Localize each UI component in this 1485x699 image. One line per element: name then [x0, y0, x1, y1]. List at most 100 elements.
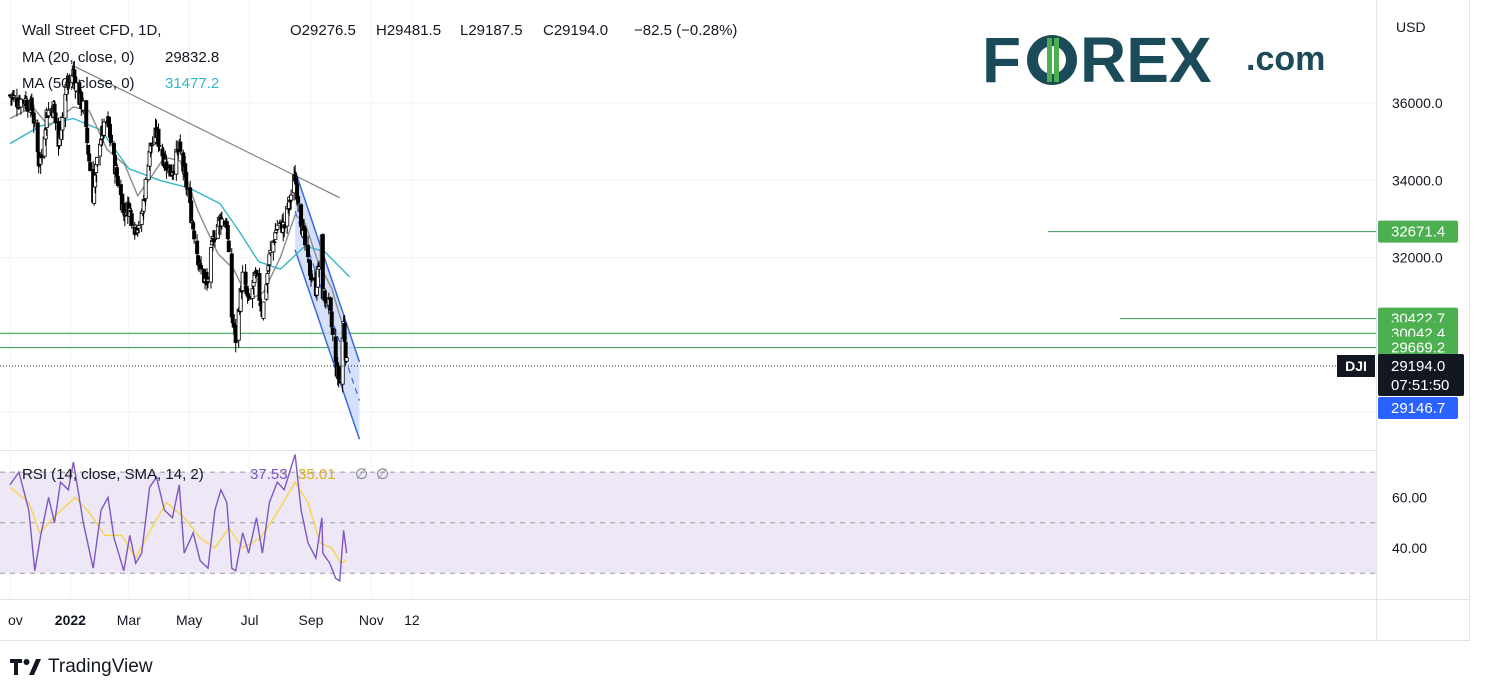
time-axis[interactable]: ov 2022 Mar May Jul Sep Nov 12	[8, 612, 420, 628]
candle-down	[88, 162, 93, 172]
candle-down	[53, 112, 58, 124]
candle-down	[31, 112, 36, 124]
logo-coin-icon	[1027, 35, 1077, 85]
tradingview-logo-icon	[10, 659, 41, 675]
last-price-tag: 29194.0 07:51:50	[1378, 354, 1464, 396]
candle-down	[191, 222, 196, 230]
candle-down	[52, 103, 57, 113]
candle-up	[316, 266, 321, 270]
price-tick-label: 32000.0	[1392, 250, 1443, 266]
candle-down	[24, 99, 29, 109]
candle-up	[289, 194, 294, 201]
candle-up	[265, 273, 270, 284]
candle-up	[314, 286, 319, 296]
candle-down	[184, 171, 189, 188]
candle-down	[257, 272, 262, 301]
rsi-legend: RSI (14, close, SMA, 14, 2) 37.53 35.01 …	[22, 466, 389, 483]
logo-letter-f: F	[982, 24, 1021, 96]
ma20-label[interactable]: MA (20, close, 0)	[22, 49, 135, 66]
rsi-line	[9, 454, 348, 583]
price-tick-label: 34000.0	[1392, 172, 1443, 188]
channel-lower-line	[294, 249, 361, 440]
ma50-label[interactable]: MA (50, close, 0)	[22, 75, 135, 92]
candle-down	[121, 202, 126, 213]
candle-up	[208, 247, 213, 283]
candle-up	[102, 121, 107, 136]
rsi-axis[interactable]: 60.00 40.00	[1392, 489, 1427, 556]
candle-up	[43, 129, 48, 140]
candle-up	[135, 229, 140, 234]
time-tick-label: Jul	[241, 612, 259, 628]
channel-price-tag: 29146.7	[1378, 397, 1458, 419]
level-tag	[1378, 336, 1458, 359]
candle-down	[195, 240, 200, 255]
logo-letters-rex: REX	[1080, 24, 1212, 96]
candle-down	[85, 127, 90, 144]
ohlc-close: C29194.0	[543, 22, 608, 39]
ohlc-change: −82.5 (−0.28%)	[634, 22, 737, 39]
time-tick-label: Mar	[117, 612, 141, 628]
candle-up	[93, 174, 98, 188]
candle-down	[72, 69, 77, 77]
time-tick-label: Nov	[359, 612, 384, 628]
candle-up	[264, 284, 269, 300]
candle-down	[156, 128, 161, 147]
candle-down	[142, 199, 147, 201]
channel-price-value: 29146.7	[1391, 400, 1445, 417]
candle-up	[95, 156, 100, 166]
logo-suffix: .com	[1246, 40, 1325, 78]
candle-down	[225, 224, 230, 240]
level-tag	[1378, 220, 1458, 243]
ohlc-open: O29276.5	[290, 22, 356, 39]
right-edge	[1469, 0, 1470, 640]
channel-upper-line	[294, 170, 361, 363]
candle-up	[150, 143, 155, 146]
candle-up	[274, 229, 279, 233]
candle-down	[303, 228, 308, 246]
candle-up	[143, 178, 148, 199]
candle-down	[122, 214, 127, 217]
candle-down	[246, 296, 251, 298]
ma20-value: 29832.8	[165, 49, 219, 66]
rsi-ma-line	[9, 480, 347, 565]
candle-down	[115, 176, 120, 186]
candle-up	[44, 109, 49, 129]
ohlc-low: L29187.5	[460, 22, 523, 39]
candle-up	[136, 225, 141, 229]
bar-countdown: 07:51:50	[1391, 377, 1449, 394]
candle-up	[267, 253, 272, 266]
candle-up	[250, 288, 255, 299]
candle-up	[198, 262, 203, 265]
last-price-value: 29194.0	[1391, 358, 1445, 375]
rsi-ma-value: 35.01	[298, 466, 336, 483]
rsi-label[interactable]: RSI (14, close, SMA, 14, 2)	[22, 466, 204, 483]
forex-logo: F REX .com	[982, 24, 1325, 96]
footer-brand[interactable]: TradingView	[10, 656, 153, 678]
time-tick-label: 12	[404, 612, 420, 628]
candle-down	[230, 314, 235, 323]
candle-down	[129, 213, 134, 226]
candle-down	[333, 336, 338, 363]
time-tick-label: Sep	[298, 612, 323, 628]
candle-down	[128, 209, 133, 213]
candle-up	[18, 98, 23, 108]
symbol-title[interactable]: Wall Street CFD, 1D,	[22, 22, 161, 39]
price-axis[interactable]: USD 36000.0 34000.0 32000.0	[1392, 19, 1443, 266]
candle-down	[108, 134, 113, 143]
level-value: 32671.4	[1391, 224, 1445, 241]
candle-down	[305, 244, 310, 258]
candle-up	[212, 238, 217, 240]
rsi-extra-2: ∅	[376, 466, 389, 483]
candle-down	[272, 241, 277, 244]
candle-up	[344, 357, 349, 362]
candles	[7, 60, 349, 393]
time-tick-label: ov	[8, 612, 23, 628]
rsi-value: 37.53	[250, 466, 288, 483]
candle-up	[11, 95, 16, 98]
candle-down	[84, 100, 89, 128]
candle-down	[35, 122, 40, 153]
candle-down	[243, 271, 248, 285]
